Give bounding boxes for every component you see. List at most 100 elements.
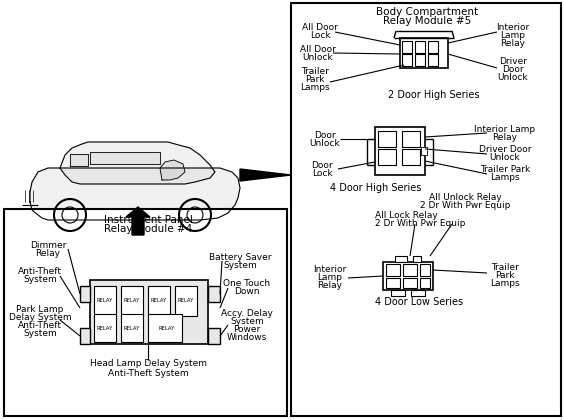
Bar [291, 3, 561, 416]
Text: Relay: Relay [36, 249, 60, 257]
Bar [90, 280, 208, 344]
Bar [175, 286, 197, 316]
Polygon shape [240, 169, 291, 181]
Text: Interior: Interior [496, 24, 530, 32]
Text: Trailer: Trailer [491, 263, 519, 273]
Bar [403, 278, 417, 288]
Text: Battery Saver: Battery Saver [209, 252, 271, 262]
Text: RELAY: RELAY [97, 299, 113, 304]
Text: System: System [23, 276, 57, 284]
Text: Park Lamp: Park Lamp [16, 305, 64, 315]
Bar [80, 286, 90, 302]
Polygon shape [126, 207, 150, 235]
Text: System: System [223, 260, 257, 270]
Text: 4 Door Low Series: 4 Door Low Series [375, 297, 463, 307]
Bar [148, 314, 182, 342]
Bar [148, 286, 170, 316]
Bar [4, 209, 287, 416]
Text: Unlock: Unlock [303, 52, 333, 61]
Text: Anti-Theft: Anti-Theft [18, 321, 62, 331]
Text: Trailer: Trailer [301, 68, 329, 76]
Text: Anti-Theft: Anti-Theft [18, 268, 62, 276]
Bar [208, 328, 220, 344]
Text: Interior: Interior [314, 265, 347, 275]
Text: All Door: All Door [302, 24, 338, 32]
Text: Park: Park [305, 76, 325, 84]
Text: Door: Door [311, 160, 333, 170]
Bar [383, 262, 433, 290]
Text: Lamps: Lamps [490, 173, 520, 183]
Text: Relay Module #5: Relay Module #5 [383, 16, 471, 26]
Text: Body Compartment: Body Compartment [376, 7, 478, 17]
Text: System: System [230, 317, 264, 326]
Polygon shape [70, 154, 88, 166]
Bar [375, 127, 425, 175]
Text: System: System [23, 330, 57, 339]
Text: Lamp: Lamp [500, 32, 526, 40]
Text: Unlock: Unlock [490, 153, 521, 163]
Text: 2 Door High Series: 2 Door High Series [388, 90, 479, 100]
Bar [428, 54, 438, 66]
Polygon shape [60, 142, 215, 184]
Bar [402, 131, 420, 147]
Bar [415, 41, 425, 53]
Text: Lock: Lock [312, 168, 332, 178]
Text: Interior Lamp: Interior Lamp [474, 126, 536, 134]
Text: Lamps: Lamps [300, 84, 330, 92]
Polygon shape [30, 168, 240, 220]
Bar [80, 328, 90, 344]
Text: RELAY: RELAY [97, 326, 113, 331]
Text: Driver: Driver [499, 58, 527, 66]
Text: Down: Down [234, 288, 260, 297]
Text: Head Lamp Delay System: Head Lamp Delay System [90, 360, 206, 368]
Bar [402, 149, 420, 165]
Text: RELAY: RELAY [124, 326, 140, 331]
Text: Lamps: Lamps [490, 279, 520, 289]
Text: Dimmer: Dimmer [30, 241, 66, 249]
Bar [386, 278, 400, 288]
Text: Anti-Theft System: Anti-Theft System [108, 368, 188, 378]
Bar [403, 264, 417, 276]
Polygon shape [90, 152, 160, 164]
Bar [391, 290, 405, 296]
Text: Instrument Panel: Instrument Panel [104, 215, 192, 225]
Text: Unlock: Unlock [310, 139, 340, 149]
Bar [400, 38, 448, 68]
Bar [428, 41, 438, 53]
Bar [411, 290, 425, 296]
Text: 2 Dr With Pwr Equip: 2 Dr With Pwr Equip [375, 220, 465, 228]
Text: Unlock: Unlock [497, 74, 528, 82]
Text: Trailer Park: Trailer Park [480, 165, 530, 174]
Text: Park: Park [495, 271, 515, 281]
Text: One Touch: One Touch [223, 279, 271, 289]
Bar [402, 41, 412, 53]
Text: 4 Door High Series: 4 Door High Series [330, 183, 421, 193]
Bar [94, 286, 116, 316]
Text: RELAY: RELAY [159, 326, 175, 331]
Bar [121, 314, 143, 342]
Bar [420, 264, 430, 276]
Bar [121, 286, 143, 316]
Text: All Door: All Door [300, 45, 336, 53]
Text: Relay: Relay [318, 281, 342, 291]
Text: RELAY: RELAY [124, 299, 140, 304]
Text: All Lock Relay: All Lock Relay [375, 212, 438, 220]
Text: Lock: Lock [310, 32, 331, 40]
Text: RELAY: RELAY [178, 299, 194, 304]
Text: Relay Module #4: Relay Module #4 [104, 224, 192, 234]
Text: 2 Dr With Pwr Equip: 2 Dr With Pwr Equip [420, 202, 510, 210]
Text: All Unlock Relay: All Unlock Relay [429, 194, 501, 202]
Polygon shape [160, 160, 185, 180]
Polygon shape [394, 31, 454, 38]
Text: Driver Door: Driver Door [479, 145, 531, 155]
Text: Power: Power [233, 325, 261, 333]
Text: Lamp: Lamp [318, 273, 342, 283]
Bar [208, 286, 220, 302]
Bar [402, 54, 412, 66]
Bar [421, 147, 427, 155]
Bar [420, 278, 430, 288]
Bar [378, 131, 396, 147]
Bar [395, 256, 407, 262]
Bar [94, 314, 116, 342]
Text: Door: Door [314, 131, 336, 141]
